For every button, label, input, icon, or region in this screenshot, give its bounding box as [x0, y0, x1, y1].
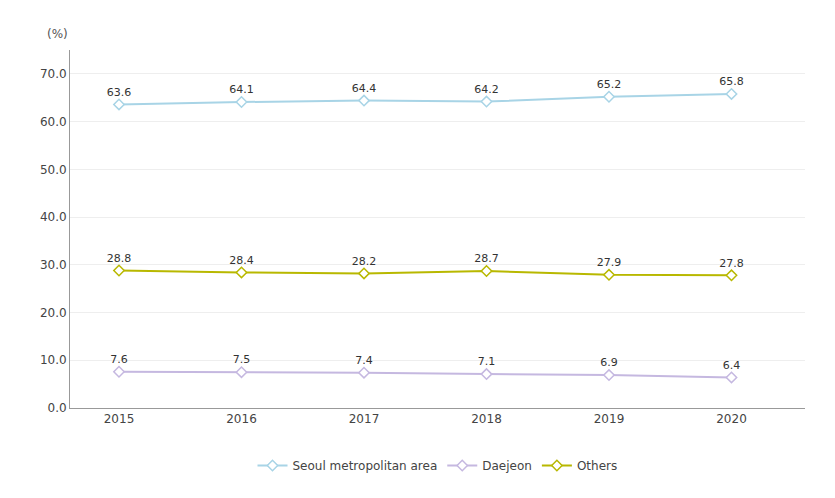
svg-text:2019: 2019 [594, 412, 625, 426]
svg-text:6.4: 6.4 [723, 359, 741, 372]
svg-text:2017: 2017 [349, 412, 380, 426]
svg-text:0.0: 0.0 [48, 401, 67, 415]
svg-text:27.8: 27.8 [719, 257, 744, 270]
svg-text:40.0: 40.0 [40, 210, 67, 224]
svg-text:Others: Others [577, 459, 617, 473]
svg-text:2016: 2016 [226, 412, 257, 426]
svg-text:2015: 2015 [104, 412, 135, 426]
svg-text:7.6: 7.6 [110, 353, 128, 366]
svg-text:65.8: 65.8 [719, 75, 744, 88]
svg-text:28.4: 28.4 [229, 254, 254, 267]
svg-text:28.8: 28.8 [107, 252, 132, 265]
svg-text:64.4: 64.4 [352, 82, 377, 95]
svg-text:Seoul metropolitan area: Seoul metropolitan area [293, 459, 438, 473]
svg-text:64.2: 64.2 [474, 83, 499, 96]
svg-text:2018: 2018 [471, 412, 502, 426]
svg-text:20.0: 20.0 [40, 306, 67, 320]
svg-text:7.4: 7.4 [355, 354, 373, 367]
svg-text:65.2: 65.2 [597, 78, 622, 91]
svg-text:30.0: 30.0 [40, 258, 67, 272]
svg-text:7.1: 7.1 [478, 355, 496, 368]
svg-text:10.0: 10.0 [40, 353, 67, 367]
svg-text:64.1: 64.1 [229, 83, 254, 96]
svg-text:(%): (%) [47, 27, 68, 41]
svg-text:63.6: 63.6 [107, 86, 132, 99]
svg-text:Daejeon: Daejeon [482, 459, 532, 473]
svg-text:6.9: 6.9 [600, 356, 618, 369]
svg-text:70.0: 70.0 [40, 67, 67, 81]
svg-text:60.0: 60.0 [40, 115, 67, 129]
svg-text:28.2: 28.2 [352, 255, 377, 268]
svg-text:27.9: 27.9 [597, 256, 622, 269]
svg-text:28.7: 28.7 [474, 252, 499, 265]
svg-text:50.0: 50.0 [40, 163, 67, 177]
svg-text:2020: 2020 [716, 412, 747, 426]
svg-text:7.5: 7.5 [233, 353, 251, 366]
